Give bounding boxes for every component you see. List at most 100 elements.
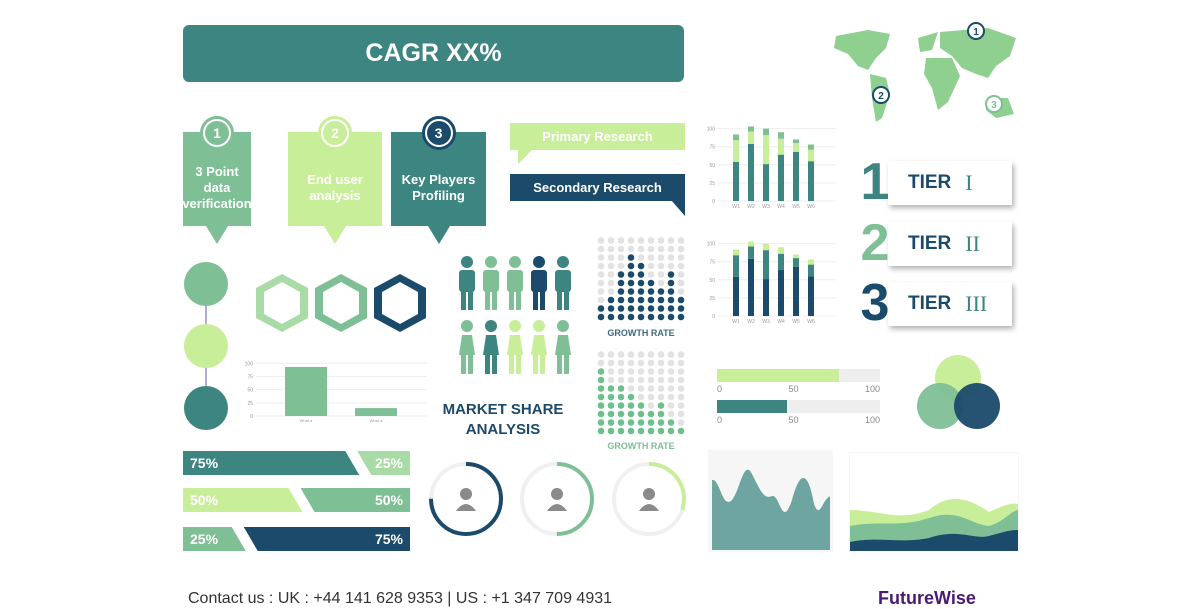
y-tick-label: 100 — [707, 127, 716, 133]
dot — [667, 305, 675, 312]
x-tick-label: W5 — [792, 319, 800, 325]
dot — [657, 359, 665, 367]
dot — [647, 427, 655, 435]
dot — [637, 385, 645, 392]
dot — [607, 313, 615, 321]
dot — [657, 385, 665, 392]
simple-bar-chart: 0 25 50 75 100 What a What a — [245, 361, 427, 422]
dot — [637, 237, 645, 244]
dot — [647, 402, 655, 409]
dot — [647, 245, 655, 253]
dot — [607, 288, 615, 295]
dot — [617, 351, 625, 358]
bar-segment — [733, 249, 739, 256]
dot-grid-chart-top — [597, 237, 685, 321]
x-tick-label: W1 — [732, 319, 740, 325]
dot — [667, 359, 675, 367]
progress-bar — [717, 400, 880, 413]
svg-text:1: 1 — [973, 27, 979, 38]
dot — [647, 410, 655, 418]
dot — [657, 419, 665, 426]
dot — [667, 393, 675, 401]
dot — [617, 254, 625, 261]
dot — [637, 427, 645, 435]
dot — [647, 368, 655, 375]
dot — [627, 296, 635, 304]
dot — [667, 427, 675, 435]
dot — [607, 271, 615, 278]
dot — [657, 288, 665, 295]
dot — [667, 385, 675, 392]
dot — [667, 262, 675, 270]
x-tick-label: W3 — [762, 204, 770, 210]
hexagon-icon — [256, 274, 308, 332]
right-percentage: 50% — [374, 492, 403, 508]
x-tick-label: W6 — [807, 204, 815, 210]
x-tick-label: What a — [300, 418, 313, 422]
dot — [657, 262, 665, 270]
left-percentage: 75% — [190, 455, 219, 471]
bar — [285, 366, 327, 416]
dot — [667, 313, 675, 321]
dot — [617, 402, 625, 409]
dot — [647, 385, 655, 392]
y-tick-label: 0 — [712, 314, 715, 320]
dot — [597, 402, 605, 409]
left-percentage: 50% — [190, 492, 219, 508]
dot — [677, 385, 685, 392]
bar-segment — [733, 134, 739, 141]
area-chart-1 — [708, 450, 833, 552]
dot — [657, 254, 665, 261]
dot — [647, 288, 655, 295]
dot — [617, 385, 625, 392]
dot — [607, 427, 615, 435]
bar — [355, 408, 397, 416]
dot — [607, 385, 615, 392]
dot — [657, 351, 665, 358]
tier-3-box: TIER III — [888, 282, 1012, 326]
dot — [647, 393, 655, 401]
dot — [637, 376, 645, 384]
dot — [647, 359, 655, 367]
dot — [617, 305, 625, 312]
ring-progress — [520, 462, 594, 536]
dot — [677, 410, 685, 418]
dot — [597, 393, 605, 401]
dot — [677, 376, 685, 384]
dot — [677, 245, 685, 253]
dot — [677, 359, 685, 367]
dot — [677, 427, 685, 435]
dot — [637, 245, 645, 253]
step-end-user: 2 End user analysis — [288, 116, 382, 244]
dot — [597, 237, 605, 244]
x-tick-label: W2 — [747, 319, 755, 325]
dot — [597, 271, 605, 278]
bar-segment — [733, 255, 739, 277]
dot — [627, 279, 635, 287]
dot — [627, 376, 635, 384]
dot — [627, 410, 635, 418]
user-icon — [639, 488, 659, 511]
dot — [607, 296, 615, 304]
map-pin-icon: 2 — [872, 86, 890, 104]
progress-ticks: 0 50 100 — [717, 384, 880, 394]
dot — [627, 271, 635, 278]
female-person-icon — [483, 320, 499, 374]
step-verification: 1 3 Point data verification — [182, 116, 252, 244]
bar-segment — [793, 151, 799, 201]
dot — [677, 305, 685, 312]
bar-segment — [748, 126, 754, 132]
dot — [677, 271, 685, 278]
dot — [657, 313, 665, 321]
dot — [657, 305, 665, 312]
dot — [677, 254, 685, 261]
dot — [667, 351, 675, 358]
dot — [627, 313, 635, 321]
bar-segment — [808, 276, 814, 316]
tier-number: 1 — [860, 153, 890, 211]
dot — [637, 271, 645, 278]
dot — [637, 296, 645, 304]
right-percentage: 75% — [374, 531, 403, 547]
dot — [627, 402, 635, 409]
stacked-bar-chart-1: 0 25 50 75 100 W1 W2 W3 W4 W5 W6 — [707, 126, 836, 210]
